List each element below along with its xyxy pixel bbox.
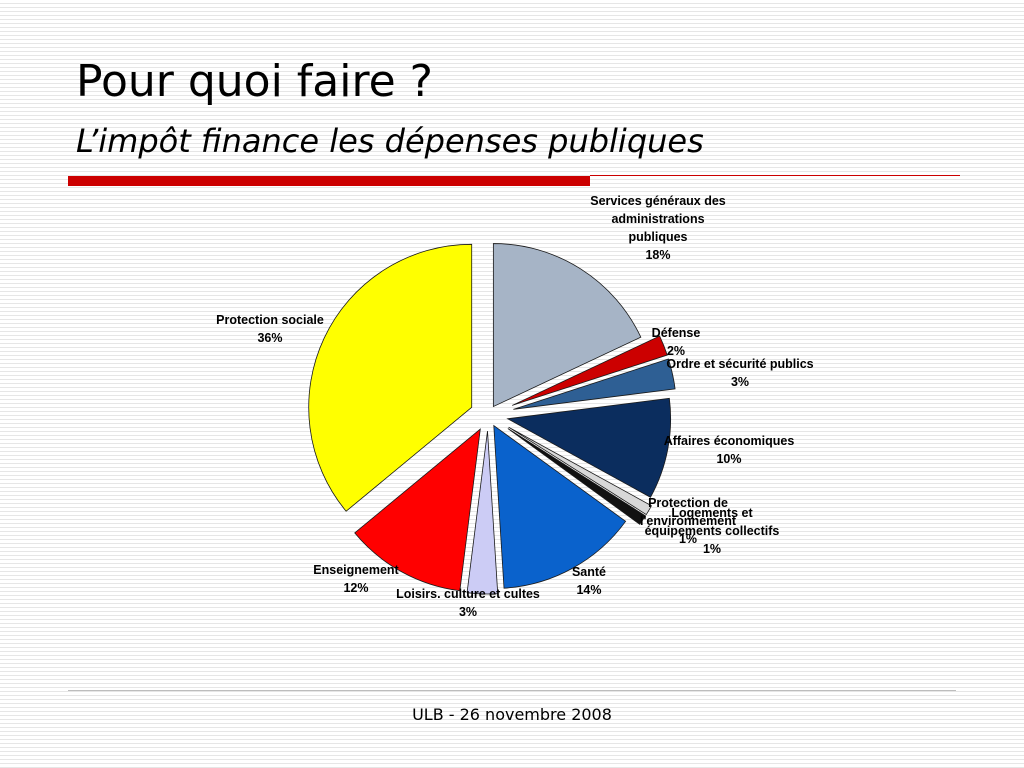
pie-label-5: Logements et équipements collectifs 1% <box>645 506 780 556</box>
footer-divider <box>68 690 956 691</box>
pie-label-4: Protection de l'environnement 1% <box>640 496 737 546</box>
pie-label-8: Enseignement 12% <box>313 563 399 595</box>
pie-label-2: Ordre et sécurité publics 3% <box>666 357 813 389</box>
slide-subtitle: L’impôt finance les dépenses publiques <box>76 122 704 160</box>
pie-label-9: Protection sociale 36% <box>216 313 324 345</box>
pie-slice-6 <box>493 424 627 589</box>
pie-slice-9 <box>308 243 473 512</box>
slide-title: Pour quoi faire ? <box>76 56 434 107</box>
pie-slice-2 <box>513 358 676 410</box>
pie-label-7: Loisirs. culture et cultes 3% <box>396 587 540 619</box>
pie-labels: Services généraux des administrations publ… <box>216 194 814 619</box>
pie-slice-5 <box>507 428 647 525</box>
pie-label-0: Services généraux des administrations publ… <box>590 194 726 262</box>
pie-slice-1 <box>512 335 668 406</box>
title-underline-thin <box>590 175 960 176</box>
pie-slice-7 <box>466 430 499 595</box>
slide-footer: ULB - 26 novembre 2008 <box>412 705 612 724</box>
pie-label-3: Affaires économiques 10% <box>664 434 795 466</box>
pie-slice-3 <box>506 397 672 498</box>
pie-label-6: Santé 14% <box>572 565 606 597</box>
title-underline-accent <box>68 176 590 186</box>
pie-slice-0 <box>492 243 642 408</box>
pie-slice-8 <box>354 428 481 592</box>
pie-label-1: Défense 2% <box>652 326 701 358</box>
pie-slice-4 <box>508 426 653 516</box>
pie-slices <box>308 243 676 595</box>
